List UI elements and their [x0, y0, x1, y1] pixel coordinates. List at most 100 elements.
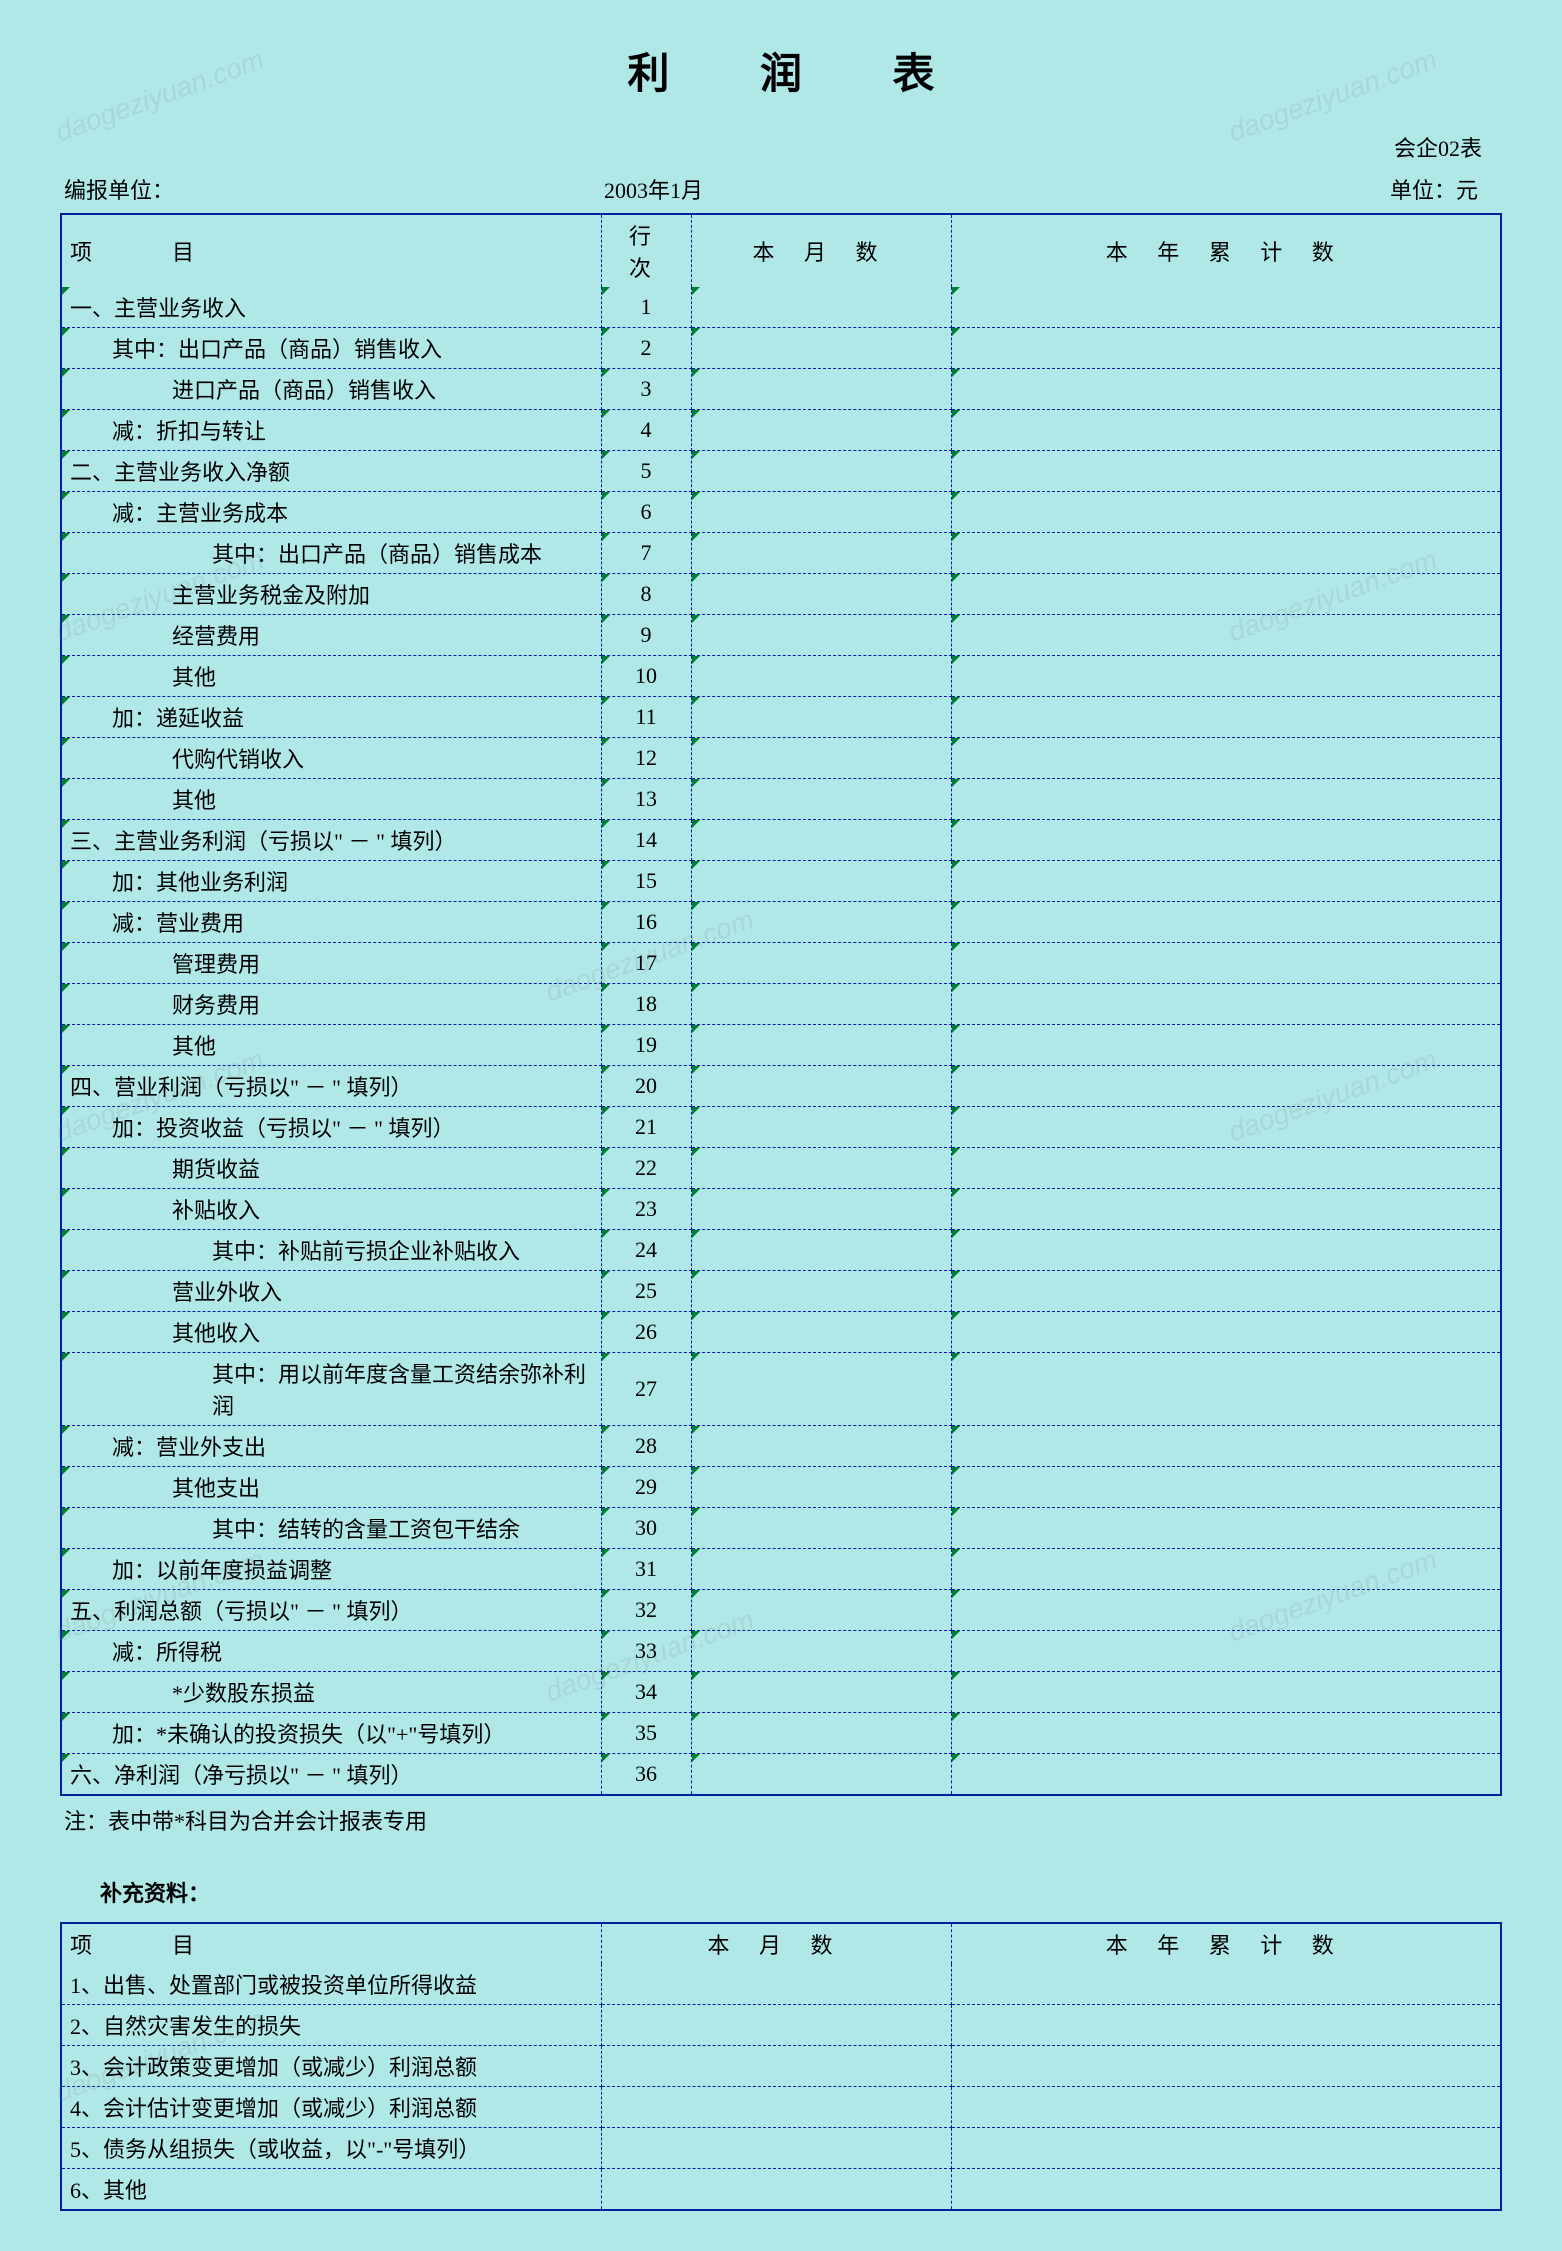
year-cell[interactable] — [951, 1754, 1501, 1796]
year-cell[interactable] — [951, 697, 1501, 738]
month-cell[interactable] — [691, 451, 951, 492]
month-cell[interactable] — [691, 1312, 951, 1353]
month-cell[interactable] — [691, 1508, 951, 1549]
year-cell[interactable] — [951, 328, 1501, 369]
year-cell[interactable] — [951, 410, 1501, 451]
month-cell[interactable] — [691, 1754, 951, 1796]
year-cell[interactable] — [951, 1312, 1501, 1353]
cell-marker-icon — [692, 984, 700, 992]
year-cell[interactable] — [951, 492, 1501, 533]
month-cell[interactable] — [601, 2169, 951, 2211]
month-cell[interactable] — [691, 1230, 951, 1271]
month-cell[interactable] — [691, 943, 951, 984]
year-cell[interactable] — [951, 1107, 1501, 1148]
month-cell[interactable] — [691, 533, 951, 574]
year-cell[interactable] — [951, 1631, 1501, 1672]
month-cell[interactable] — [601, 2046, 951, 2087]
year-cell[interactable] — [951, 1271, 1501, 1312]
year-cell[interactable] — [951, 451, 1501, 492]
year-cell[interactable] — [951, 2169, 1501, 2211]
year-cell[interactable] — [951, 1066, 1501, 1107]
year-cell[interactable] — [951, 1713, 1501, 1754]
month-cell[interactable] — [691, 328, 951, 369]
month-cell[interactable] — [691, 410, 951, 451]
cell-marker-icon — [692, 574, 700, 582]
year-cell[interactable] — [951, 1590, 1501, 1631]
month-cell[interactable] — [601, 2005, 951, 2046]
line-cell: 21 — [601, 1107, 691, 1148]
year-cell[interactable] — [951, 1230, 1501, 1271]
cell-marker-icon — [602, 410, 610, 418]
year-cell[interactable] — [951, 820, 1501, 861]
year-cell[interactable] — [951, 779, 1501, 820]
year-cell[interactable] — [951, 574, 1501, 615]
table-row: 五、利润总额（亏损以" － " 填列）32 — [61, 1590, 1501, 1631]
cell-marker-icon — [692, 943, 700, 951]
month-cell[interactable] — [691, 1353, 951, 1426]
month-cell[interactable] — [691, 1107, 951, 1148]
month-cell[interactable] — [691, 984, 951, 1025]
year-cell[interactable] — [951, 1148, 1501, 1189]
month-cell[interactable] — [691, 861, 951, 902]
year-cell[interactable] — [951, 943, 1501, 984]
month-cell[interactable] — [691, 1271, 951, 1312]
item-cell: 其中：补贴前亏损企业补贴收入 — [61, 1230, 601, 1271]
month-cell[interactable] — [691, 1549, 951, 1590]
month-cell[interactable] — [691, 1631, 951, 1672]
col-month-header: 本 月 数 — [601, 1923, 951, 1964]
month-cell[interactable] — [691, 820, 951, 861]
month-cell[interactable] — [691, 902, 951, 943]
month-cell[interactable] — [691, 615, 951, 656]
item-cell: 减：营业外支出 — [61, 1426, 601, 1467]
year-cell[interactable] — [951, 533, 1501, 574]
month-cell[interactable] — [691, 1713, 951, 1754]
year-cell[interactable] — [951, 1467, 1501, 1508]
year-cell[interactable] — [951, 2087, 1501, 2128]
cell-marker-icon — [692, 779, 700, 787]
month-cell[interactable] — [691, 656, 951, 697]
table-row: 三、主营业务利润（亏损以" － " 填列）14 — [61, 820, 1501, 861]
month-cell[interactable] — [691, 1025, 951, 1066]
year-cell[interactable] — [951, 369, 1501, 410]
year-cell[interactable] — [951, 902, 1501, 943]
year-cell[interactable] — [951, 1426, 1501, 1467]
year-cell[interactable] — [951, 656, 1501, 697]
month-cell[interactable] — [691, 574, 951, 615]
year-cell[interactable] — [951, 738, 1501, 779]
month-cell[interactable] — [691, 738, 951, 779]
month-cell[interactable] — [691, 369, 951, 410]
month-cell[interactable] — [691, 1672, 951, 1713]
item-cell: *少数股东损益 — [61, 1672, 601, 1713]
year-cell[interactable] — [951, 1508, 1501, 1549]
year-cell[interactable] — [951, 984, 1501, 1025]
month-cell[interactable] — [691, 779, 951, 820]
month-cell[interactable] — [691, 1189, 951, 1230]
month-cell[interactable] — [601, 1964, 951, 2005]
month-cell[interactable] — [691, 1590, 951, 1631]
month-cell[interactable] — [691, 1467, 951, 1508]
year-cell[interactable] — [951, 1353, 1501, 1426]
cell-marker-icon — [692, 451, 700, 459]
month-cell[interactable] — [691, 697, 951, 738]
year-cell[interactable] — [951, 1189, 1501, 1230]
cell-marker-icon — [602, 779, 610, 787]
month-cell[interactable] — [691, 1426, 951, 1467]
line-cell: 28 — [601, 1426, 691, 1467]
year-cell[interactable] — [951, 1025, 1501, 1066]
year-cell[interactable] — [951, 615, 1501, 656]
year-cell[interactable] — [951, 287, 1501, 328]
year-cell[interactable] — [951, 2128, 1501, 2169]
month-cell[interactable] — [601, 2128, 951, 2169]
year-cell[interactable] — [951, 2046, 1501, 2087]
item-cell: 其他支出 — [61, 1467, 601, 1508]
month-cell[interactable] — [691, 1148, 951, 1189]
month-cell[interactable] — [691, 492, 951, 533]
year-cell[interactable] — [951, 1964, 1501, 2005]
year-cell[interactable] — [951, 1672, 1501, 1713]
month-cell[interactable] — [691, 287, 951, 328]
year-cell[interactable] — [951, 1549, 1501, 1590]
year-cell[interactable] — [951, 2005, 1501, 2046]
year-cell[interactable] — [951, 861, 1501, 902]
month-cell[interactable] — [601, 2087, 951, 2128]
month-cell[interactable] — [691, 1066, 951, 1107]
